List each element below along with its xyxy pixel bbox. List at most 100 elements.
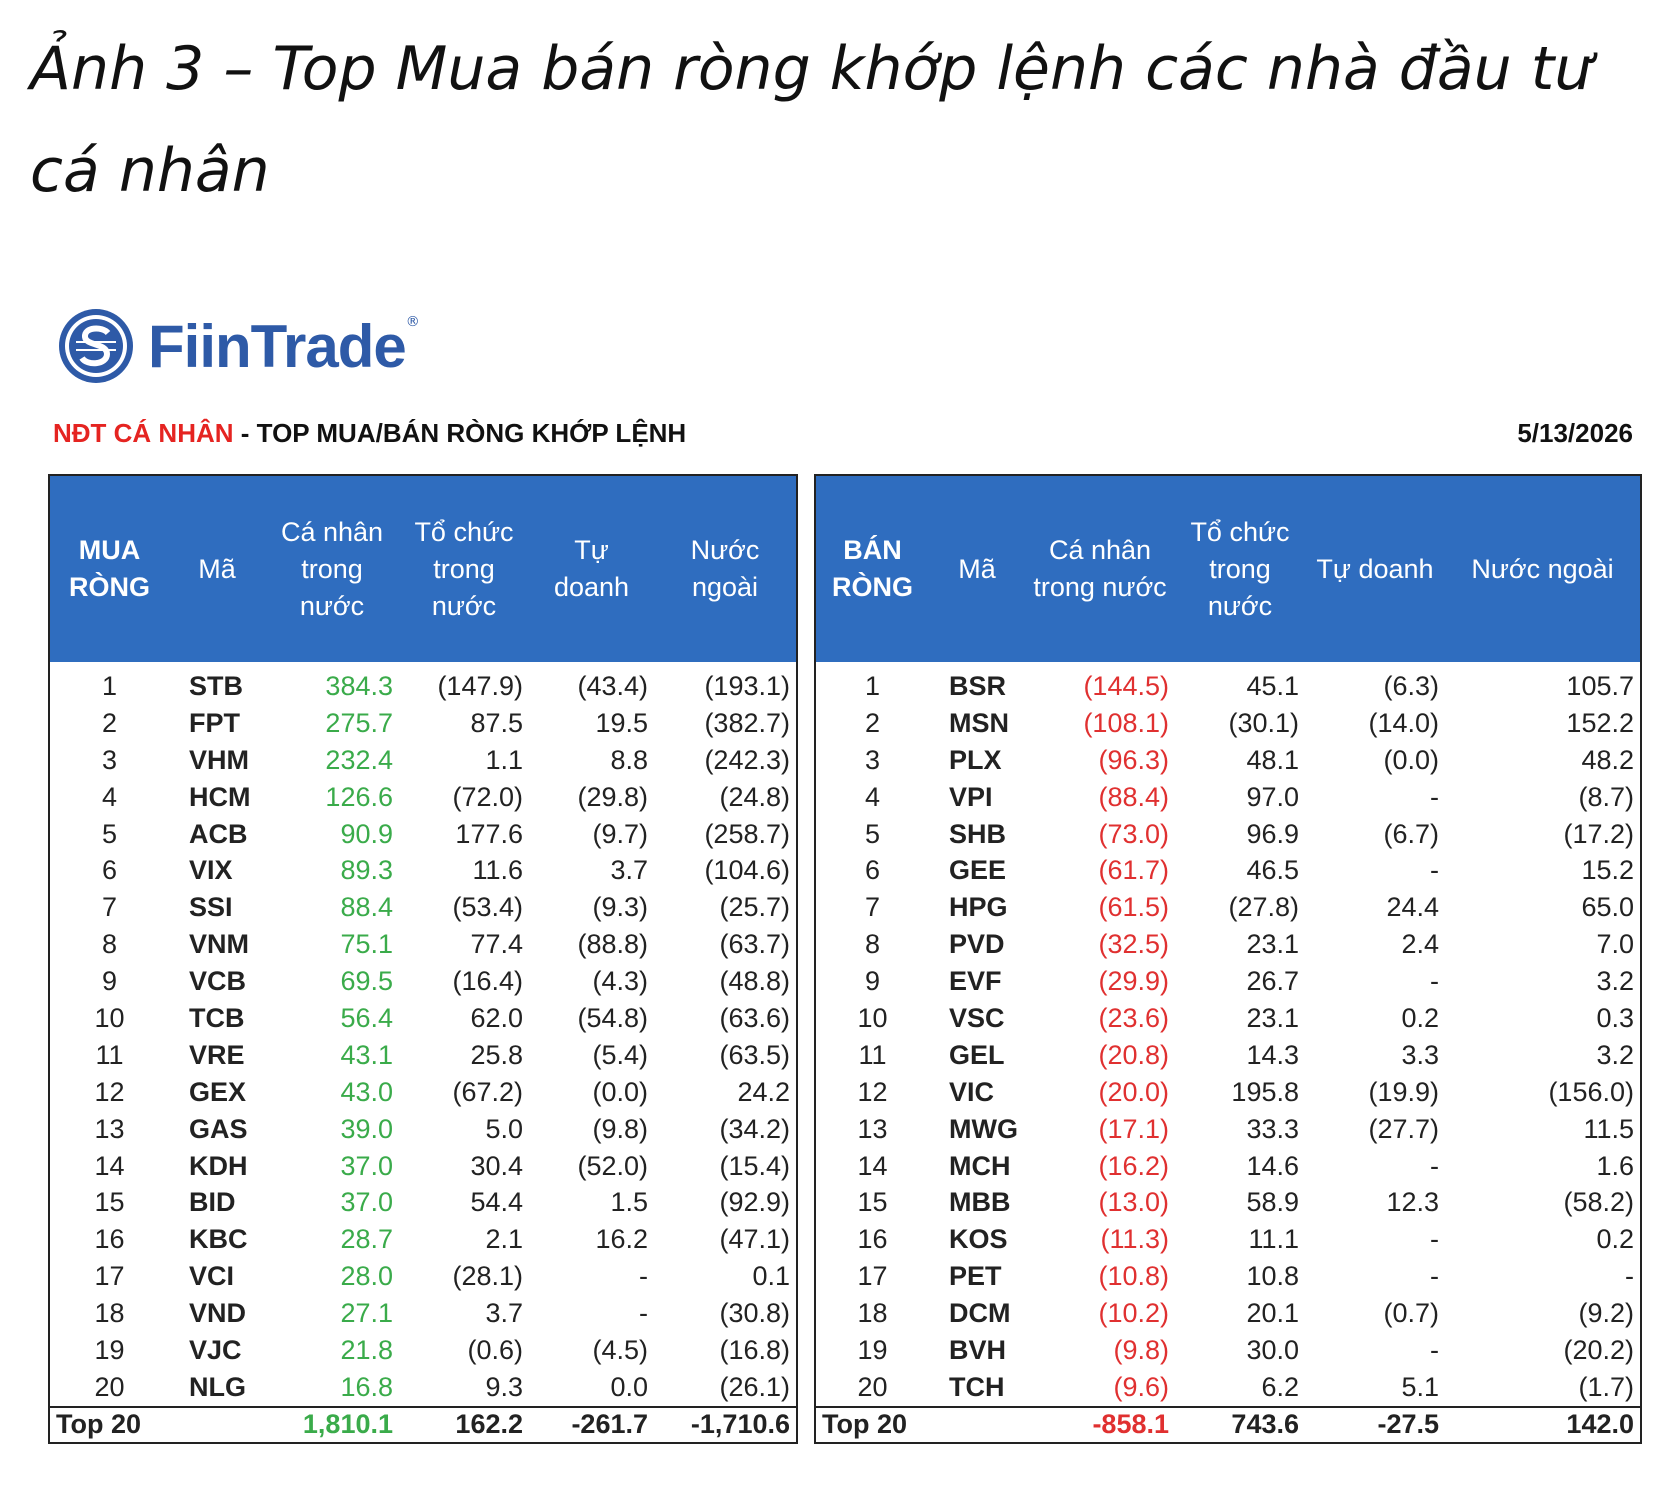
data-row: 13 MWG (17.1) 33.3 (27.7) 11.5 bbox=[815, 1111, 1641, 1148]
caption: Ảnh 3 – Top Mua bán ròng khớp lệnh các n… bbox=[30, 34, 1593, 206]
total-cell: Top 20 bbox=[815, 1405, 1025, 1443]
data-row: 14 MCH (16.2) 14.6 - 1.6 bbox=[815, 1148, 1641, 1185]
logo: FiinTrade ® bbox=[56, 306, 420, 386]
header-cell: Tổ chức trong nước bbox=[1175, 475, 1305, 662]
cell: 48.1 bbox=[1246, 744, 1299, 775]
cell: VCI bbox=[189, 1261, 235, 1292]
cell: (88.8) bbox=[577, 929, 648, 960]
cell: 45.1 bbox=[1246, 670, 1299, 701]
cell: 62.0 bbox=[470, 1002, 523, 1033]
cell: (20.0) bbox=[1098, 1076, 1169, 1107]
cell: VND bbox=[189, 1298, 247, 1329]
total-cell: 142.0 bbox=[1445, 1405, 1641, 1443]
cell: (4.5) bbox=[592, 1334, 648, 1365]
cell: 3.3 bbox=[1401, 1039, 1439, 1070]
cell: SSI bbox=[189, 892, 233, 923]
cell: GEL bbox=[949, 1039, 1005, 1070]
data-row: 7 SSI 88.4 (53.4) (9.3) (25.7) bbox=[49, 889, 797, 926]
cell: (61.5) bbox=[1098, 892, 1169, 923]
cell: - bbox=[639, 1298, 648, 1329]
cell: VIX bbox=[189, 855, 233, 886]
cell: 105.7 bbox=[1566, 670, 1634, 701]
cell: (156.0) bbox=[1548, 1076, 1634, 1107]
cell: 5.0 bbox=[485, 1113, 523, 1144]
header-cell: Tự doanh bbox=[1305, 475, 1445, 662]
cell: VPI bbox=[949, 781, 993, 812]
data-row: 6 VIX 89.3 11.6 3.7 (104.6) bbox=[49, 852, 797, 889]
cell: (10.8) bbox=[1098, 1261, 1169, 1292]
data-row: 1 BSR (144.5) 45.1 (6.3) 105.7 bbox=[815, 662, 1641, 705]
data-row: 9 VCB 69.5 (16.4) (4.3) (48.8) bbox=[49, 963, 797, 1000]
cell: 75.1 bbox=[340, 929, 393, 960]
cell: 48.2 bbox=[1581, 744, 1634, 775]
cell: GEE bbox=[949, 855, 1007, 886]
cell: 20 bbox=[94, 1371, 125, 1402]
cell: 89.3 bbox=[340, 855, 393, 886]
header-cell: BÁN RÒNG bbox=[815, 475, 929, 662]
cell: (25.7) bbox=[719, 892, 790, 923]
cell: 24.2 bbox=[737, 1076, 790, 1107]
cell: VCB bbox=[189, 966, 247, 997]
cell: 24.4 bbox=[1386, 892, 1439, 923]
cell: 0.2 bbox=[1596, 1224, 1634, 1255]
data-row: 5 SHB (73.0) 96.9 (6.7) (17.2) bbox=[815, 816, 1641, 853]
cell: - bbox=[1430, 1224, 1439, 1255]
cell: (29.9) bbox=[1098, 966, 1169, 997]
cell: (0.0) bbox=[1383, 744, 1439, 775]
data-row: 14 KDH 37.0 30.4 (52.0) (15.4) bbox=[49, 1148, 797, 1185]
cell: 384.3 bbox=[325, 670, 393, 701]
cell: 19.5 bbox=[595, 707, 648, 738]
cell: 65.0 bbox=[1581, 892, 1634, 923]
data-row: 8 VNM 75.1 77.4 (88.8) (63.7) bbox=[49, 926, 797, 963]
header-cell: MUA RÒNG bbox=[49, 475, 169, 662]
cell: 18 bbox=[857, 1298, 888, 1329]
cell: 177.6 bbox=[455, 818, 523, 849]
cell: 11.1 bbox=[1248, 1224, 1299, 1255]
cell: 16.2 bbox=[595, 1224, 648, 1255]
cell: 25.8 bbox=[470, 1039, 523, 1070]
cell: (92.9) bbox=[719, 1187, 790, 1218]
total-cell: Top 20 bbox=[49, 1405, 265, 1443]
cell: (6.3) bbox=[1383, 670, 1439, 701]
cell: 1 bbox=[864, 670, 881, 701]
header-cell: Mã bbox=[169, 475, 265, 662]
cell: 30.0 bbox=[1246, 1334, 1299, 1365]
cell: VHM bbox=[189, 744, 249, 775]
cell: VIC bbox=[949, 1076, 995, 1107]
cell: - bbox=[1430, 1150, 1439, 1181]
cell: VSC bbox=[949, 1002, 1005, 1033]
cell: 5 bbox=[864, 818, 881, 849]
data-row: 19 BVH (9.8) 30.0 - (20.2) bbox=[815, 1332, 1641, 1369]
data-row: 8 PVD (32.5) 23.1 2.4 7.0 bbox=[815, 926, 1641, 963]
data-row: 9 EVF (29.9) 26.7 - 3.2 bbox=[815, 963, 1641, 1000]
cell: (147.9) bbox=[437, 670, 523, 701]
total-cell: -858.1 bbox=[1025, 1405, 1175, 1443]
data-row: 20 TCH (9.6) 6.2 5.1 (1.7) bbox=[815, 1369, 1641, 1407]
cell: (16.8) bbox=[719, 1334, 790, 1365]
cell: (242.3) bbox=[704, 744, 790, 775]
data-row: 3 VHM 232.4 1.1 8.8 (242.3) bbox=[49, 742, 797, 779]
cell: 88.4 bbox=[340, 892, 393, 923]
cell: (20.8) bbox=[1098, 1039, 1169, 1070]
cell: (96.3) bbox=[1098, 744, 1169, 775]
cell: 11 bbox=[858, 1039, 887, 1070]
cell: 6.2 bbox=[1261, 1371, 1299, 1402]
cell: STB bbox=[189, 670, 243, 701]
total-cell: -1,710.6 bbox=[654, 1405, 797, 1443]
cell: 19 bbox=[94, 1334, 125, 1365]
header-cell: Mã bbox=[929, 475, 1025, 662]
cell: GAS bbox=[189, 1113, 248, 1144]
cell: (17.1) bbox=[1098, 1113, 1169, 1144]
cell: (72.0) bbox=[452, 781, 523, 812]
cell: ACB bbox=[189, 818, 248, 849]
cell: (20.2) bbox=[1563, 1334, 1634, 1365]
cell: DCM bbox=[949, 1298, 1011, 1329]
data-row: 16 KBC 28.7 2.1 16.2 (47.1) bbox=[49, 1221, 797, 1258]
cell: 54.4 bbox=[470, 1187, 523, 1218]
cell: 2 bbox=[864, 707, 881, 738]
data-row: 11 VRE 43.1 25.8 (5.4) (63.5) bbox=[49, 1037, 797, 1074]
cell: SHB bbox=[949, 818, 1007, 849]
cell: 10 bbox=[857, 1002, 888, 1033]
cell: 13 bbox=[857, 1113, 888, 1144]
cell: 14 bbox=[857, 1150, 888, 1181]
